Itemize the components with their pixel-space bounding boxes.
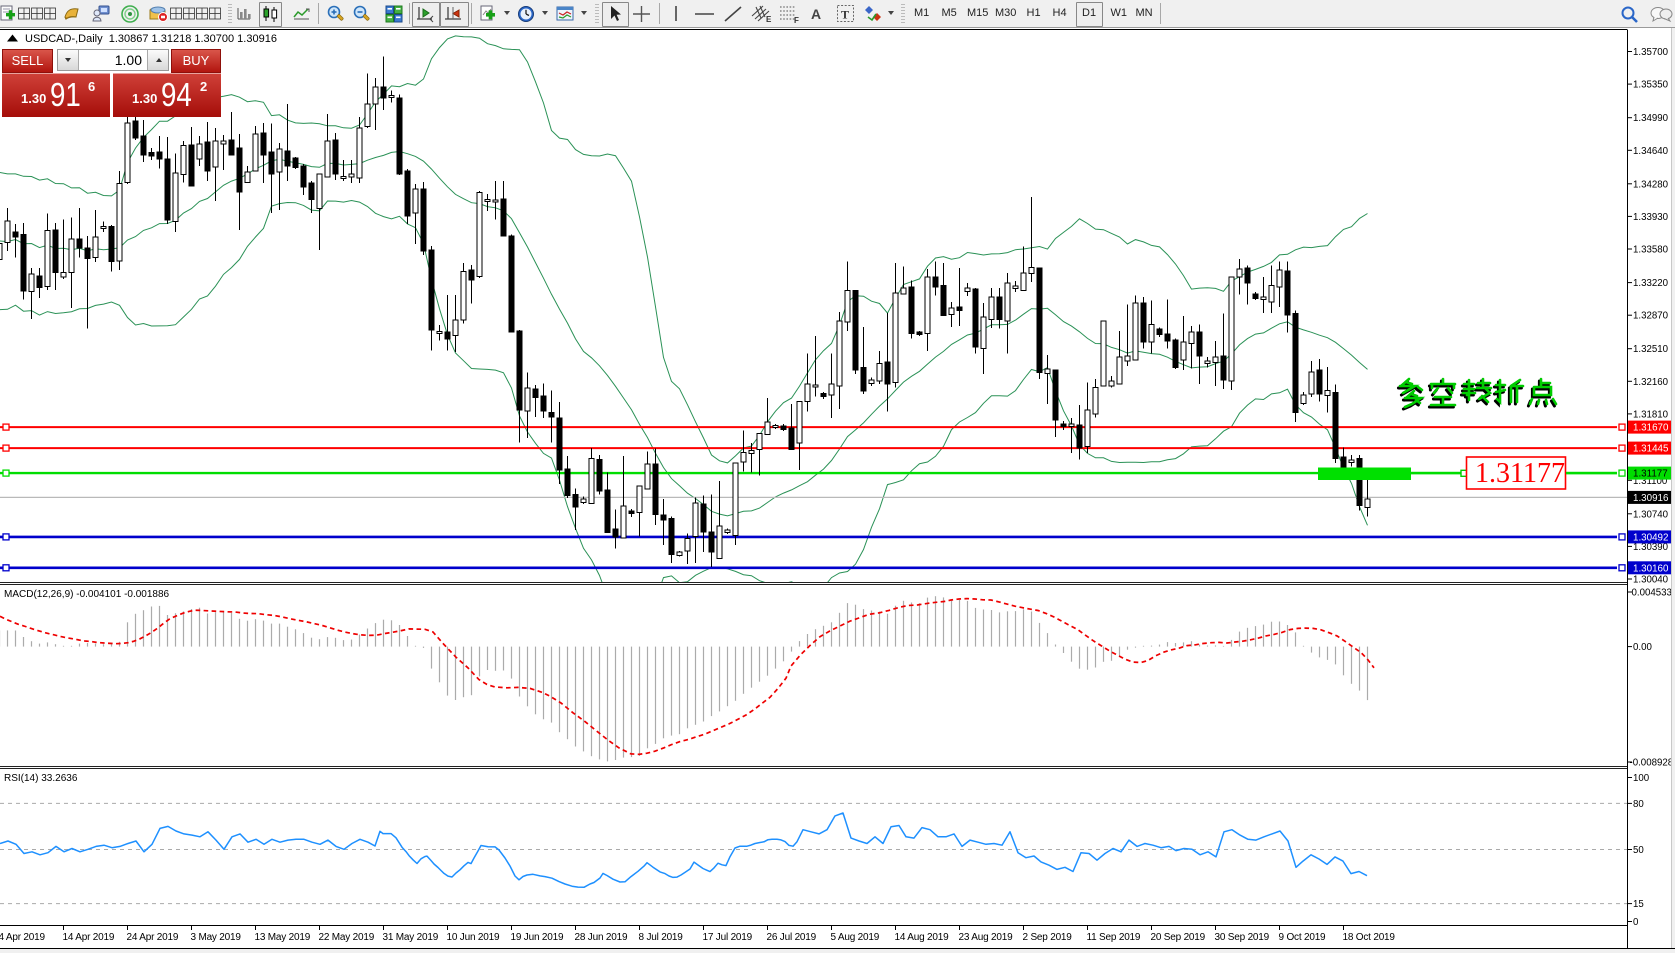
svg-text:0: 0	[1633, 917, 1639, 928]
svg-text:-0.008928: -0.008928	[1630, 758, 1674, 769]
svg-text:1.35700: 1.35700	[1633, 47, 1669, 58]
svg-text:1.30160: 1.30160	[1633, 563, 1669, 574]
svg-text:0.004533: 0.004533	[1632, 588, 1672, 599]
svg-text:11 Sep 2019: 11 Sep 2019	[1087, 932, 1141, 943]
svg-text:22 May 2019: 22 May 2019	[319, 932, 375, 943]
svg-text:1.31810: 1.31810	[1633, 409, 1669, 420]
svg-text:28 Jun 2019: 28 Jun 2019	[575, 932, 628, 943]
svg-text:RSI(14) 33.2636: RSI(14) 33.2636	[4, 773, 78, 784]
svg-text:26 Jul 2019: 26 Jul 2019	[767, 932, 817, 943]
svg-text:1.33220: 1.33220	[1633, 278, 1669, 289]
svg-text:1.34640: 1.34640	[1633, 146, 1669, 157]
svg-text:50: 50	[1633, 845, 1644, 856]
svg-text:31 May 2019: 31 May 2019	[383, 932, 439, 943]
svg-text:20 Sep 2019: 20 Sep 2019	[1151, 932, 1206, 943]
svg-text:8 Jul 2019: 8 Jul 2019	[639, 932, 684, 943]
svg-text:1.34990: 1.34990	[1633, 113, 1669, 124]
svg-text:14 Apr 2019: 14 Apr 2019	[63, 932, 115, 943]
svg-text:1.31177: 1.31177	[1633, 469, 1668, 480]
svg-text:23 Aug 2019: 23 Aug 2019	[959, 932, 1014, 943]
svg-text:1.30040: 1.30040	[1633, 575, 1669, 586]
svg-text:1.31100: 1.31100	[1633, 476, 1668, 487]
svg-text:24 Apr 2019: 24 Apr 2019	[127, 932, 179, 943]
svg-text:2 Sep 2019: 2 Sep 2019	[1023, 932, 1073, 943]
svg-text:1.30492: 1.30492	[1633, 532, 1668, 543]
svg-text:4 Apr 2019: 4 Apr 2019	[0, 932, 46, 943]
svg-text:1.32870: 1.32870	[1633, 311, 1669, 322]
svg-text:30 Sep 2019: 30 Sep 2019	[1215, 932, 1270, 943]
svg-text:13 May 2019: 13 May 2019	[255, 932, 311, 943]
svg-text:1.35350: 1.35350	[1633, 80, 1669, 91]
svg-text:15: 15	[1633, 899, 1644, 910]
svg-text:T: T	[841, 8, 849, 22]
svg-text:1.31445: 1.31445	[1633, 444, 1669, 455]
svg-text:1.33930: 1.33930	[1633, 212, 1669, 223]
svg-text:1.33580: 1.33580	[1633, 245, 1669, 256]
svg-text:100: 100	[1633, 773, 1650, 784]
svg-text:5 Aug 2019: 5 Aug 2019	[831, 932, 880, 943]
svg-text:1.31177: 1.31177	[1475, 458, 1565, 489]
svg-text:19 Jun 2019: 19 Jun 2019	[511, 932, 564, 943]
svg-text:14 Aug 2019: 14 Aug 2019	[895, 932, 950, 943]
svg-text:1.30390: 1.30390	[1633, 542, 1669, 553]
svg-text:17 Jul 2019: 17 Jul 2019	[703, 932, 753, 943]
svg-text:E: E	[766, 15, 772, 24]
svg-text:10 Jun 2019: 10 Jun 2019	[447, 932, 500, 943]
svg-text:1.34280: 1.34280	[1633, 179, 1669, 190]
svg-text:1.31670: 1.31670	[1633, 423, 1669, 434]
svg-text:1.30916: 1.30916	[1633, 493, 1669, 504]
svg-text:1.32160: 1.32160	[1633, 377, 1669, 388]
svg-text:MACD(12,26,9) -0.004101 -0.001: MACD(12,26,9) -0.004101 -0.001886	[4, 589, 170, 600]
svg-text:9 Oct 2019: 9 Oct 2019	[1279, 932, 1327, 943]
svg-text:1.30740: 1.30740	[1633, 509, 1669, 520]
svg-text:18 Oct 2019: 18 Oct 2019	[1343, 932, 1396, 943]
svg-text:0.00: 0.00	[1633, 642, 1652, 653]
svg-text:F: F	[794, 16, 799, 24]
svg-text:1.32510: 1.32510	[1633, 344, 1669, 355]
svg-text:3 May 2019: 3 May 2019	[191, 932, 242, 943]
svg-text:80: 80	[1633, 799, 1644, 810]
svg-text:USDCAD-,Daily 1.30867 1.31218: USDCAD-,Daily 1.30867 1.31218 1.30700 1.…	[25, 33, 277, 45]
